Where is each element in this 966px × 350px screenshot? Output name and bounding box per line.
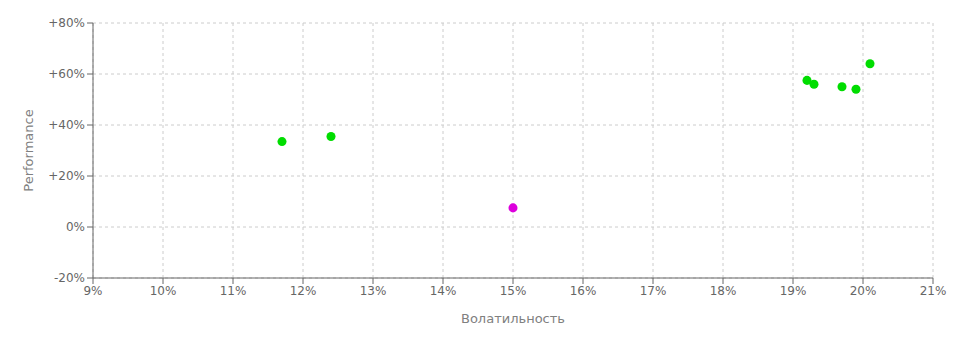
svg-text:Волатильность: Волатильность [461,311,565,326]
svg-text:14%: 14% [430,284,457,298]
svg-text:20%: 20% [850,284,877,298]
svg-text:11%: 11% [220,284,247,298]
svg-text:18%: 18% [710,284,737,298]
svg-text:16%: 16% [570,284,597,298]
svg-text:-20%: -20% [54,271,85,285]
svg-text:9%: 9% [83,284,102,298]
svg-text:17%: 17% [640,284,667,298]
svg-text:Performance: Performance [21,109,36,191]
svg-text:21%: 21% [920,284,947,298]
svg-text:+20%: +20% [48,169,85,183]
svg-text:+40%: +40% [48,118,85,132]
svg-text:10%: 10% [150,284,177,298]
svg-text:0%: 0% [66,220,85,234]
svg-text:12%: 12% [290,284,317,298]
svg-text:+60%: +60% [48,67,85,81]
svg-text:+80%: +80% [48,16,85,30]
svg-text:19%: 19% [780,284,807,298]
svg-text:13%: 13% [360,284,387,298]
svg-text:15%: 15% [500,284,527,298]
